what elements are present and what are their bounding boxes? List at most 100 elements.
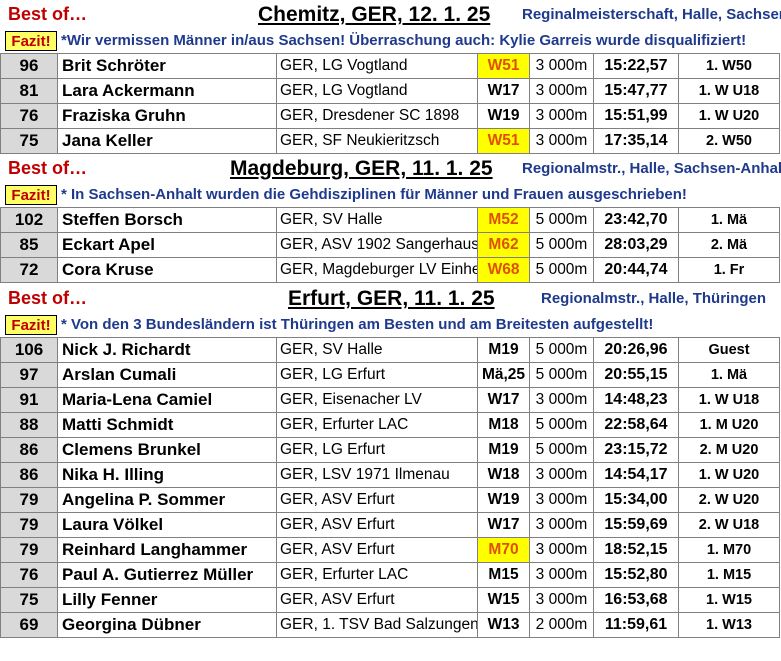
placement: 2. W U18 bbox=[678, 512, 780, 538]
athlete-name: Arslan Cumali bbox=[57, 362, 277, 388]
best-of-label: Best of… bbox=[8, 4, 88, 24]
score-cell: 91 bbox=[0, 387, 58, 413]
athlete-name: Nick J. Richardt bbox=[57, 337, 277, 363]
fazit-note: * Von den 3 Bundesländern ist Thüringen … bbox=[61, 316, 654, 333]
athlete-name: Steffen Borsch bbox=[57, 207, 277, 233]
result-time: 23:42,70 bbox=[593, 207, 679, 233]
section-header: Best of… Erfurt, GER, 11. 1. 25 Regional… bbox=[0, 283, 781, 314]
score-cell: 76 bbox=[0, 562, 58, 588]
score-cell: 102 bbox=[0, 207, 58, 233]
score-cell: 79 bbox=[0, 487, 58, 513]
club-name: GER, Dresdener SC 1898 bbox=[276, 103, 478, 129]
club-name: GER, Eisenacher LV bbox=[276, 387, 478, 413]
table-row: 91 Maria-Lena Camiel GER, Eisenacher LV W17… bbox=[0, 387, 780, 413]
distance: 3 000m bbox=[529, 128, 594, 154]
table-row: 76 Paul A. Gutierrez Müller GER, Erfurter … bbox=[0, 562, 780, 588]
placement: 1. Mä bbox=[678, 362, 780, 388]
results-table: 102 Steffen Borsch GER, SV Halle M52 5 000m 2… bbox=[0, 207, 780, 283]
placement: 2. W U20 bbox=[678, 487, 780, 513]
event-title: Reginalmeisterschaft, Halle, Sachsen bbox=[522, 6, 781, 23]
fazit-row: Fazit! * Von den 3 Bundesländern ist Thü… bbox=[0, 314, 781, 337]
athlete-name: Fraziska Gruhn bbox=[57, 103, 277, 129]
table-row: 86 Nika H. Illing GER, LSV 1971 Ilmenau W18… bbox=[0, 462, 780, 488]
result-time: 15:34,00 bbox=[593, 487, 679, 513]
athlete-name: Georgina Dübner bbox=[57, 612, 277, 638]
table-row: 97 Arslan Cumali GER, LG Erfurt Mä,25 5 000m… bbox=[0, 362, 780, 388]
age-category: M62 bbox=[477, 232, 530, 258]
table-row: 79 Laura Völkel GER, ASV Erfurt W17 3 000m 15… bbox=[0, 512, 780, 538]
placement: 1. W15 bbox=[678, 587, 780, 613]
distance: 3 000m bbox=[529, 53, 594, 79]
age-category: W51 bbox=[477, 53, 530, 79]
distance: 3 000m bbox=[529, 103, 594, 129]
club-name: GER, LG Erfurt bbox=[276, 362, 478, 388]
club-name: GER, SV Halle bbox=[276, 337, 478, 363]
athlete-name: Brit Schröter bbox=[57, 53, 277, 79]
result-time: 11:59,61 bbox=[593, 612, 679, 638]
age-category: W17 bbox=[477, 387, 530, 413]
table-row: 85 Eckart Apel GER, ASV 1902 Sangerhausen M… bbox=[0, 232, 780, 258]
age-category: W18 bbox=[477, 462, 530, 488]
age-category: M19 bbox=[477, 337, 530, 363]
club-name: GER, SF Neukieritzsch bbox=[276, 128, 478, 154]
athlete-name: Lara Ackermann bbox=[57, 78, 277, 104]
placement: 1. M15 bbox=[678, 562, 780, 588]
age-category: W13 bbox=[477, 612, 530, 638]
distance: 3 000m bbox=[529, 537, 594, 563]
location-title: Chemitz, GER, 12. 1. 25 bbox=[258, 3, 491, 26]
distance: 5 000m bbox=[529, 232, 594, 258]
score-cell: 97 bbox=[0, 362, 58, 388]
athlete-name: Eckart Apel bbox=[57, 232, 277, 258]
distance: 5 000m bbox=[529, 362, 594, 388]
score-cell: 86 bbox=[0, 437, 58, 463]
placement: 2. Mä bbox=[678, 232, 780, 258]
placement: 2. W50 bbox=[678, 128, 780, 154]
fazit-badge: Fazit! bbox=[5, 31, 57, 51]
distance: 3 000m bbox=[529, 78, 594, 104]
fazit-badge: Fazit! bbox=[5, 185, 57, 205]
section-header: Best of… Chemitz, GER, 12. 1. 25 Reginal… bbox=[0, 0, 781, 30]
result-time: 28:03,29 bbox=[593, 232, 679, 258]
table-row: 76 Fraziska Gruhn GER, Dresdener SC 1898 W1… bbox=[0, 103, 780, 129]
score-cell: 72 bbox=[0, 257, 58, 283]
score-cell: 81 bbox=[0, 78, 58, 104]
location-title: Erfurt, GER, 11. 1. 25 bbox=[288, 287, 495, 310]
score-cell: 75 bbox=[0, 587, 58, 613]
age-category: M18 bbox=[477, 412, 530, 438]
fazit-note: *Wir vermissen Männer in/aus Sachsen! Üb… bbox=[61, 32, 747, 49]
age-category: W17 bbox=[477, 78, 530, 104]
distance: 5 000m bbox=[529, 207, 594, 233]
fazit-note: * In Sachsen-Anhalt wurden die Gehdiszip… bbox=[61, 186, 687, 203]
results-sheet: Best of… Chemitz, GER, 12. 1. 25 Reginal… bbox=[0, 0, 781, 638]
club-name: GER, LG Vogtland bbox=[276, 78, 478, 104]
section-chemnitz: Best of… Chemitz, GER, 12. 1. 25 Reginal… bbox=[0, 0, 781, 154]
athlete-name: Cora Kruse bbox=[57, 257, 277, 283]
result-time: 20:26,96 bbox=[593, 337, 679, 363]
club-name: GER, LG Vogtland bbox=[276, 53, 478, 79]
club-name: GER, ASV Erfurt bbox=[276, 512, 478, 538]
result-time: 15:59,69 bbox=[593, 512, 679, 538]
athlete-name: Reinhard Langhammer bbox=[57, 537, 277, 563]
age-category: M15 bbox=[477, 562, 530, 588]
table-row: 79 Reinhard Langhammer GER, ASV Erfurt M70 3… bbox=[0, 537, 780, 563]
placement: 2. M U20 bbox=[678, 437, 780, 463]
distance: 2 000m bbox=[529, 612, 594, 638]
table-row: 106 Nick J. Richardt GER, SV Halle M19 5 000… bbox=[0, 337, 780, 363]
result-time: 20:44,74 bbox=[593, 257, 679, 283]
distance: 3 000m bbox=[529, 487, 594, 513]
table-row: 69 Georgina Dübner GER, 1. TSV Bad Salzung… bbox=[0, 612, 780, 638]
score-cell: 69 bbox=[0, 612, 58, 638]
score-cell: 106 bbox=[0, 337, 58, 363]
age-category: W19 bbox=[477, 103, 530, 129]
athlete-name: Paul A. Gutierrez Müller bbox=[57, 562, 277, 588]
result-time: 15:51,99 bbox=[593, 103, 679, 129]
age-category: M52 bbox=[477, 207, 530, 233]
score-cell: 85 bbox=[0, 232, 58, 258]
athlete-name: Clemens Brunkel bbox=[57, 437, 277, 463]
table-row: 75 Jana Keller GER, SF Neukieritzsch W51 3 0… bbox=[0, 128, 780, 154]
distance: 5 000m bbox=[529, 337, 594, 363]
distance: 3 000m bbox=[529, 512, 594, 538]
result-time: 16:53,68 bbox=[593, 587, 679, 613]
athlete-name: Maria-Lena Camiel bbox=[57, 387, 277, 413]
fazit-row: Fazit! * In Sachsen-Anhalt wurden die Ge… bbox=[0, 184, 781, 207]
